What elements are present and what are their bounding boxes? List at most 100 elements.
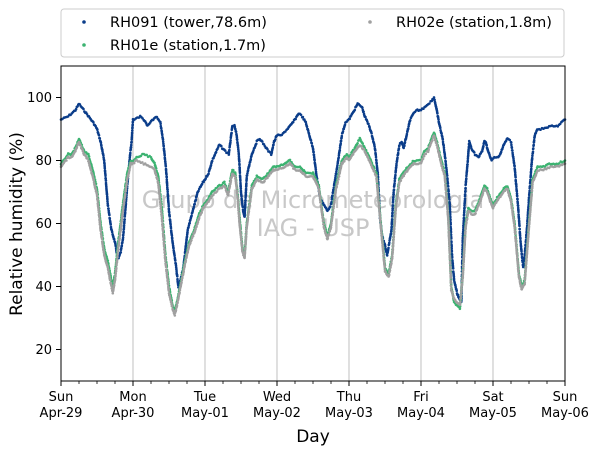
data-point <box>446 207 449 211</box>
data-point <box>203 206 206 209</box>
data-point <box>384 245 387 248</box>
data-point <box>291 120 295 124</box>
data-point <box>161 140 165 144</box>
data-point <box>106 198 109 201</box>
data-point <box>236 146 240 149</box>
data-point <box>390 228 393 231</box>
data-point <box>333 199 336 202</box>
data-point <box>165 173 168 176</box>
data-point <box>122 206 125 209</box>
data-point <box>394 211 397 215</box>
data-point <box>131 120 135 123</box>
data-point <box>223 149 227 152</box>
data-point <box>515 254 519 258</box>
data-point <box>447 237 451 240</box>
data-point <box>462 219 466 222</box>
data-point <box>186 228 189 232</box>
data-point <box>102 159 106 162</box>
data-point <box>462 252 466 255</box>
data-point <box>164 168 168 172</box>
data-point <box>123 199 126 202</box>
data-point <box>272 143 275 147</box>
data-point <box>362 110 365 113</box>
data-point <box>331 194 334 197</box>
data-point <box>520 253 524 256</box>
data-point <box>436 147 440 150</box>
data-point <box>162 238 165 242</box>
data-point <box>186 250 190 254</box>
data-point <box>527 225 531 228</box>
data-point <box>528 217 531 221</box>
data-point <box>462 228 465 231</box>
x-tick-date: May-06 <box>541 406 589 421</box>
data-point <box>444 160 448 164</box>
data-point <box>526 244 529 248</box>
data-point <box>444 180 447 184</box>
data-point <box>518 278 521 281</box>
data-point <box>511 149 514 152</box>
data-point <box>167 208 171 211</box>
data-point <box>304 120 308 124</box>
data-point <box>178 291 181 295</box>
data-point <box>507 191 510 195</box>
data-point <box>112 288 115 292</box>
data-point <box>374 149 377 152</box>
data-point <box>343 160 346 163</box>
data-point <box>305 125 309 129</box>
data-point <box>383 268 387 271</box>
data-point <box>421 157 425 161</box>
data-point <box>518 234 522 237</box>
data-point <box>463 241 467 245</box>
legend: RH091 (tower,78.6m) RH01e (station,1.7m)… <box>60 8 565 58</box>
data-point <box>238 175 242 179</box>
data-point <box>164 265 168 269</box>
data-point <box>104 179 108 182</box>
data-point <box>318 198 322 202</box>
data-point <box>375 162 379 166</box>
data-point <box>131 129 134 132</box>
data-point <box>117 243 121 246</box>
data-point <box>437 118 440 121</box>
data-point <box>516 204 520 207</box>
x-tick-day: Mon <box>119 390 146 405</box>
data-point <box>246 169 250 172</box>
data-point <box>164 259 167 263</box>
data-point <box>371 138 375 141</box>
data-point <box>119 227 123 231</box>
data-point <box>340 134 344 138</box>
data-point <box>87 155 91 158</box>
data-point <box>131 123 134 126</box>
data-point <box>235 138 239 141</box>
data-point <box>174 259 177 262</box>
data-point <box>162 245 166 248</box>
data-point <box>237 209 240 212</box>
data-point <box>450 250 454 253</box>
data-point <box>523 281 527 284</box>
x-axis-label: Day <box>296 427 330 447</box>
data-point <box>432 96 436 99</box>
data-point <box>529 208 532 212</box>
data-point <box>442 170 445 174</box>
data-point <box>377 203 381 206</box>
data-point <box>241 251 245 254</box>
data-point <box>154 173 158 177</box>
data-point <box>519 245 523 249</box>
data-point <box>122 233 125 237</box>
data-point <box>527 232 530 235</box>
data-point <box>520 249 523 253</box>
data-point <box>192 205 196 209</box>
data-point <box>331 213 335 216</box>
data-point <box>237 215 241 218</box>
data-point <box>445 166 448 170</box>
data-point <box>482 144 485 148</box>
data-point <box>84 154 88 158</box>
data-point <box>394 168 398 172</box>
data-point <box>244 203 247 206</box>
data-point <box>215 190 219 193</box>
data-point <box>441 138 445 141</box>
data-point <box>131 125 134 129</box>
data-point <box>512 161 516 165</box>
data-point <box>157 182 160 185</box>
data-points <box>59 96 567 317</box>
data-point <box>387 246 390 250</box>
